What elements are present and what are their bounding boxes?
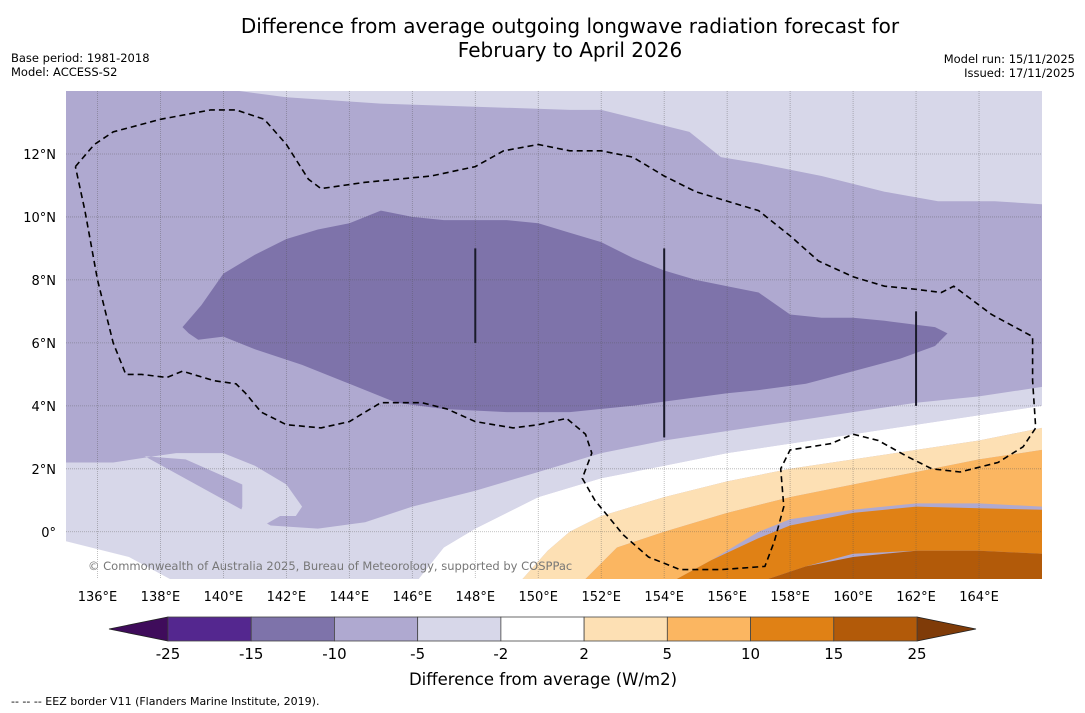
colorbar-bin: [334, 616, 419, 642]
colorbar-tick-label: -5: [410, 645, 425, 663]
title-line-1: Difference from average outgoing longwav…: [240, 14, 900, 38]
colorbar-title: Difference from average (W/m2): [409, 670, 677, 689]
issued-date: Issued: 17/11/2025: [964, 66, 1075, 80]
colorbar-bin: [666, 616, 751, 642]
latitude-labels: 0° 2°N 4°N 6°N 8°N 10°N 12°N: [23, 148, 56, 541]
latitude-tick-label: 8°N: [32, 274, 57, 289]
colorbar-bin: [833, 616, 918, 642]
contour-region: [768, 550, 1042, 579]
latitude-tick-label: 10°N: [23, 211, 56, 226]
contour-regions: [66, 91, 1042, 579]
copyright-text: © Commonwealth of Australia 2025, Bureau…: [88, 559, 572, 573]
colorbar-extend-high: [916, 616, 977, 642]
colorbar-tick-label: 5: [663, 645, 673, 663]
colorbar-tick-label: 10: [741, 645, 760, 663]
longitude-tick-label: 144°E: [330, 590, 370, 605]
longitude-tick-label: 138°E: [141, 590, 181, 605]
longitude-tick-label: 140°E: [204, 590, 244, 605]
contour-region: [418, 405, 1042, 579]
colorbar-tick-label: 25: [907, 645, 926, 663]
colorbar-bin: [500, 616, 585, 642]
colorbar-bin: [250, 616, 335, 642]
model-info: Base period: 1981-2018 Model: ACCESS-S2: [11, 51, 150, 79]
colorbar-bin: [167, 616, 252, 642]
colorbar-tick-label: 15: [824, 645, 843, 663]
contour-region: [66, 386, 1042, 579]
latitude-tick-label: 4°N: [32, 400, 57, 415]
colorbar-bin: [750, 616, 835, 642]
contour-region: [220, 91, 1042, 205]
latitude-tick-label: 6°N: [32, 337, 57, 352]
title-line-2: February to April 2026: [457, 38, 683, 62]
longitude-tick-label: 162°E: [896, 590, 936, 605]
longitude-tick-label: 154°E: [644, 590, 684, 605]
longitude-tick-label: 150°E: [518, 590, 558, 605]
longitude-tick-label: 152°E: [581, 590, 621, 605]
contour-region: [676, 506, 1042, 579]
longitude-tick-label: 142°E: [267, 590, 307, 605]
colorbar-bin: [417, 616, 502, 642]
longitude-tick-label: 156°E: [707, 590, 747, 605]
colorbar-tick-label: -2: [493, 645, 508, 663]
base-period: Base period: 1981-2018: [11, 51, 150, 65]
colorbar-tick-label: -15: [239, 645, 264, 663]
map-title: Difference from average outgoing longwav…: [0, 14, 1085, 62]
longitude-tick-label: 136°E: [78, 590, 118, 605]
eez-legend-note: -- -- -- EEZ border V11 (Flanders Marine…: [11, 695, 320, 708]
contour-region: [522, 427, 1042, 579]
longitude-tick-label: 148°E: [456, 590, 496, 605]
longitude-tick-label: 164°E: [959, 590, 999, 605]
model-name: Model: ACCESS-S2: [11, 65, 118, 79]
colorbar: -25 -15 -10 -5 -2 2 5 10 15 25: [108, 616, 977, 663]
colorbar-tick-label: -10: [322, 645, 347, 663]
vertical-markers: [474, 248, 918, 438]
latitude-tick-label: 2°N: [32, 463, 57, 478]
longitude-tick-label: 146°E: [393, 590, 433, 605]
run-info: Model run: 15/11/2025 Issued: 17/11/2025: [944, 52, 1075, 80]
contour-region: [585, 449, 1042, 579]
latitude-tick-label: 0°: [41, 526, 56, 541]
colorbar-bin: [583, 616, 668, 642]
contour-region: [66, 541, 170, 579]
colorbar-tick-label: 2: [579, 645, 589, 663]
eez-border-line: [74, 109, 1037, 571]
longitude-labels: 136°E 138°E 140°E 142°E 144°E 146°E 148°E 150°E…: [78, 590, 999, 605]
latitude-tick-label: 12°N: [23, 148, 56, 163]
colorbar-tick-label: -25: [156, 645, 181, 663]
colorbar-extend-low: [108, 616, 169, 642]
longitude-tick-label: 160°E: [833, 590, 873, 605]
longitude-tick-label: 158°E: [770, 590, 810, 605]
contour-region: [182, 210, 948, 413]
eez-borders: [74, 109, 1037, 571]
model-run-date: Model run: 15/11/2025: [943, 52, 1075, 66]
